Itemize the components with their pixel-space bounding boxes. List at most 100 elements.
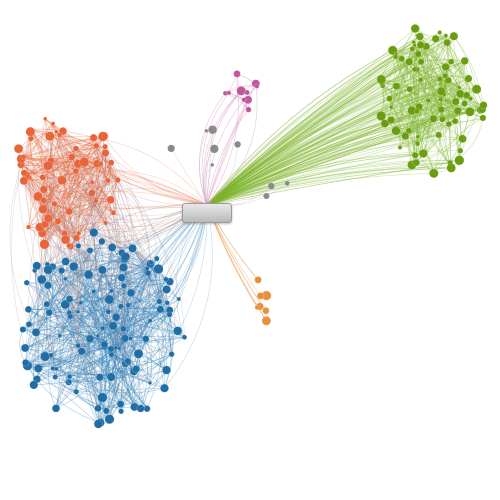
green-node[interactable]: [465, 106, 475, 117]
green-node[interactable]: [461, 100, 468, 107]
green-node[interactable]: [449, 31, 459, 41]
blue-node[interactable]: [113, 345, 119, 351]
blue-node[interactable]: [143, 405, 151, 413]
green-node[interactable]: [428, 168, 439, 179]
grey-node[interactable]: [167, 144, 176, 153]
blue-node[interactable]: [125, 302, 131, 308]
green-node[interactable]: [415, 32, 424, 41]
orange-node[interactable]: [54, 129, 59, 134]
green-node[interactable]: [445, 120, 453, 128]
blue-node[interactable]: [108, 321, 118, 331]
blue-node[interactable]: [102, 407, 110, 415]
blue-node[interactable]: [85, 334, 95, 343]
blue-node[interactable]: [19, 326, 27, 333]
green-node[interactable]: [445, 76, 452, 84]
orange-node[interactable]: [54, 217, 62, 225]
orange-node[interactable]: [102, 143, 108, 150]
blue-node[interactable]: [93, 419, 104, 429]
green-node[interactable]: [429, 114, 438, 123]
blue-node[interactable]: [83, 270, 94, 280]
blue-node[interactable]: [48, 352, 54, 358]
orange-node[interactable]: [88, 189, 96, 197]
green-node[interactable]: [436, 86, 446, 96]
orange-node[interactable]: [103, 220, 109, 226]
green-node[interactable]: [415, 134, 420, 140]
green-node[interactable]: [389, 105, 394, 110]
blue-node[interactable]: [78, 300, 84, 305]
blue-node[interactable]: [77, 347, 86, 356]
pink-node[interactable]: [226, 90, 232, 96]
grey-node[interactable]: [267, 182, 275, 190]
orange-node[interactable]: [105, 177, 111, 184]
green-node[interactable]: [417, 58, 425, 66]
green-node[interactable]: [443, 33, 448, 38]
blue-node[interactable]: [120, 252, 131, 262]
pink-node[interactable]: [241, 97, 247, 103]
green-node[interactable]: [414, 50, 422, 58]
green-node[interactable]: [406, 85, 413, 93]
orange-node[interactable]: [57, 175, 67, 186]
blue-node[interactable]: [50, 366, 56, 371]
orange-node[interactable]: [33, 191, 43, 202]
orange-node[interactable]: [79, 157, 90, 168]
blue-node[interactable]: [91, 288, 97, 294]
blue-node[interactable]: [98, 237, 106, 245]
orange-node[interactable]: [107, 159, 115, 166]
blue-node[interactable]: [120, 325, 127, 333]
blue-node[interactable]: [153, 255, 160, 262]
blue-node[interactable]: [106, 372, 116, 382]
green-node[interactable]: [456, 89, 465, 99]
blue-node[interactable]: [65, 295, 74, 303]
orange-node[interactable]: [72, 145, 80, 152]
green-node[interactable]: [393, 54, 399, 60]
orange-node[interactable]: [72, 234, 81, 242]
orange-node[interactable]: [27, 135, 34, 142]
green-node[interactable]: [412, 158, 420, 167]
orange-node[interactable]: [20, 154, 27, 160]
orange-node[interactable]: [43, 116, 48, 121]
green-node[interactable]: [446, 163, 456, 173]
blue-node[interactable]: [132, 365, 141, 373]
blue-node[interactable]: [100, 340, 109, 349]
amber-node[interactable]: [261, 316, 272, 326]
blue-node[interactable]: [61, 257, 70, 266]
blue-node[interactable]: [136, 404, 145, 413]
blue-node[interactable]: [128, 336, 133, 341]
green-node[interactable]: [453, 106, 462, 115]
green-node[interactable]: [468, 96, 473, 102]
blue-node[interactable]: [144, 266, 150, 271]
blue-node[interactable]: [117, 273, 126, 282]
blue-node[interactable]: [22, 359, 30, 367]
blue-node[interactable]: [119, 263, 128, 272]
green-node[interactable]: [387, 116, 395, 124]
orange-node[interactable]: [65, 207, 74, 216]
green-node[interactable]: [398, 55, 406, 63]
green-node[interactable]: [460, 56, 469, 65]
green-node[interactable]: [437, 106, 445, 114]
green-node[interactable]: [386, 95, 393, 102]
blue-node[interactable]: [176, 296, 182, 302]
blue-node[interactable]: [107, 243, 117, 252]
orange-node[interactable]: [66, 242, 72, 249]
blue-node[interactable]: [44, 281, 52, 290]
green-node[interactable]: [415, 141, 421, 147]
blue-node[interactable]: [100, 325, 106, 331]
blue-node[interactable]: [117, 303, 124, 310]
green-node[interactable]: [479, 101, 488, 110]
blue-node[interactable]: [162, 285, 171, 294]
green-node[interactable]: [413, 108, 420, 115]
blue-node[interactable]: [164, 300, 170, 306]
green-node[interactable]: [438, 97, 443, 102]
orange-node[interactable]: [13, 143, 24, 154]
blue-node[interactable]: [161, 365, 171, 375]
orange-node[interactable]: [114, 177, 121, 183]
green-node[interactable]: [376, 74, 386, 85]
blue-node[interactable]: [124, 357, 131, 365]
green-node[interactable]: [448, 58, 455, 65]
blue-node[interactable]: [173, 326, 183, 336]
orange-node[interactable]: [97, 131, 108, 142]
blue-node[interactable]: [23, 279, 30, 286]
green-node[interactable]: [391, 126, 401, 136]
blue-node[interactable]: [57, 333, 62, 338]
green-node[interactable]: [405, 57, 414, 66]
